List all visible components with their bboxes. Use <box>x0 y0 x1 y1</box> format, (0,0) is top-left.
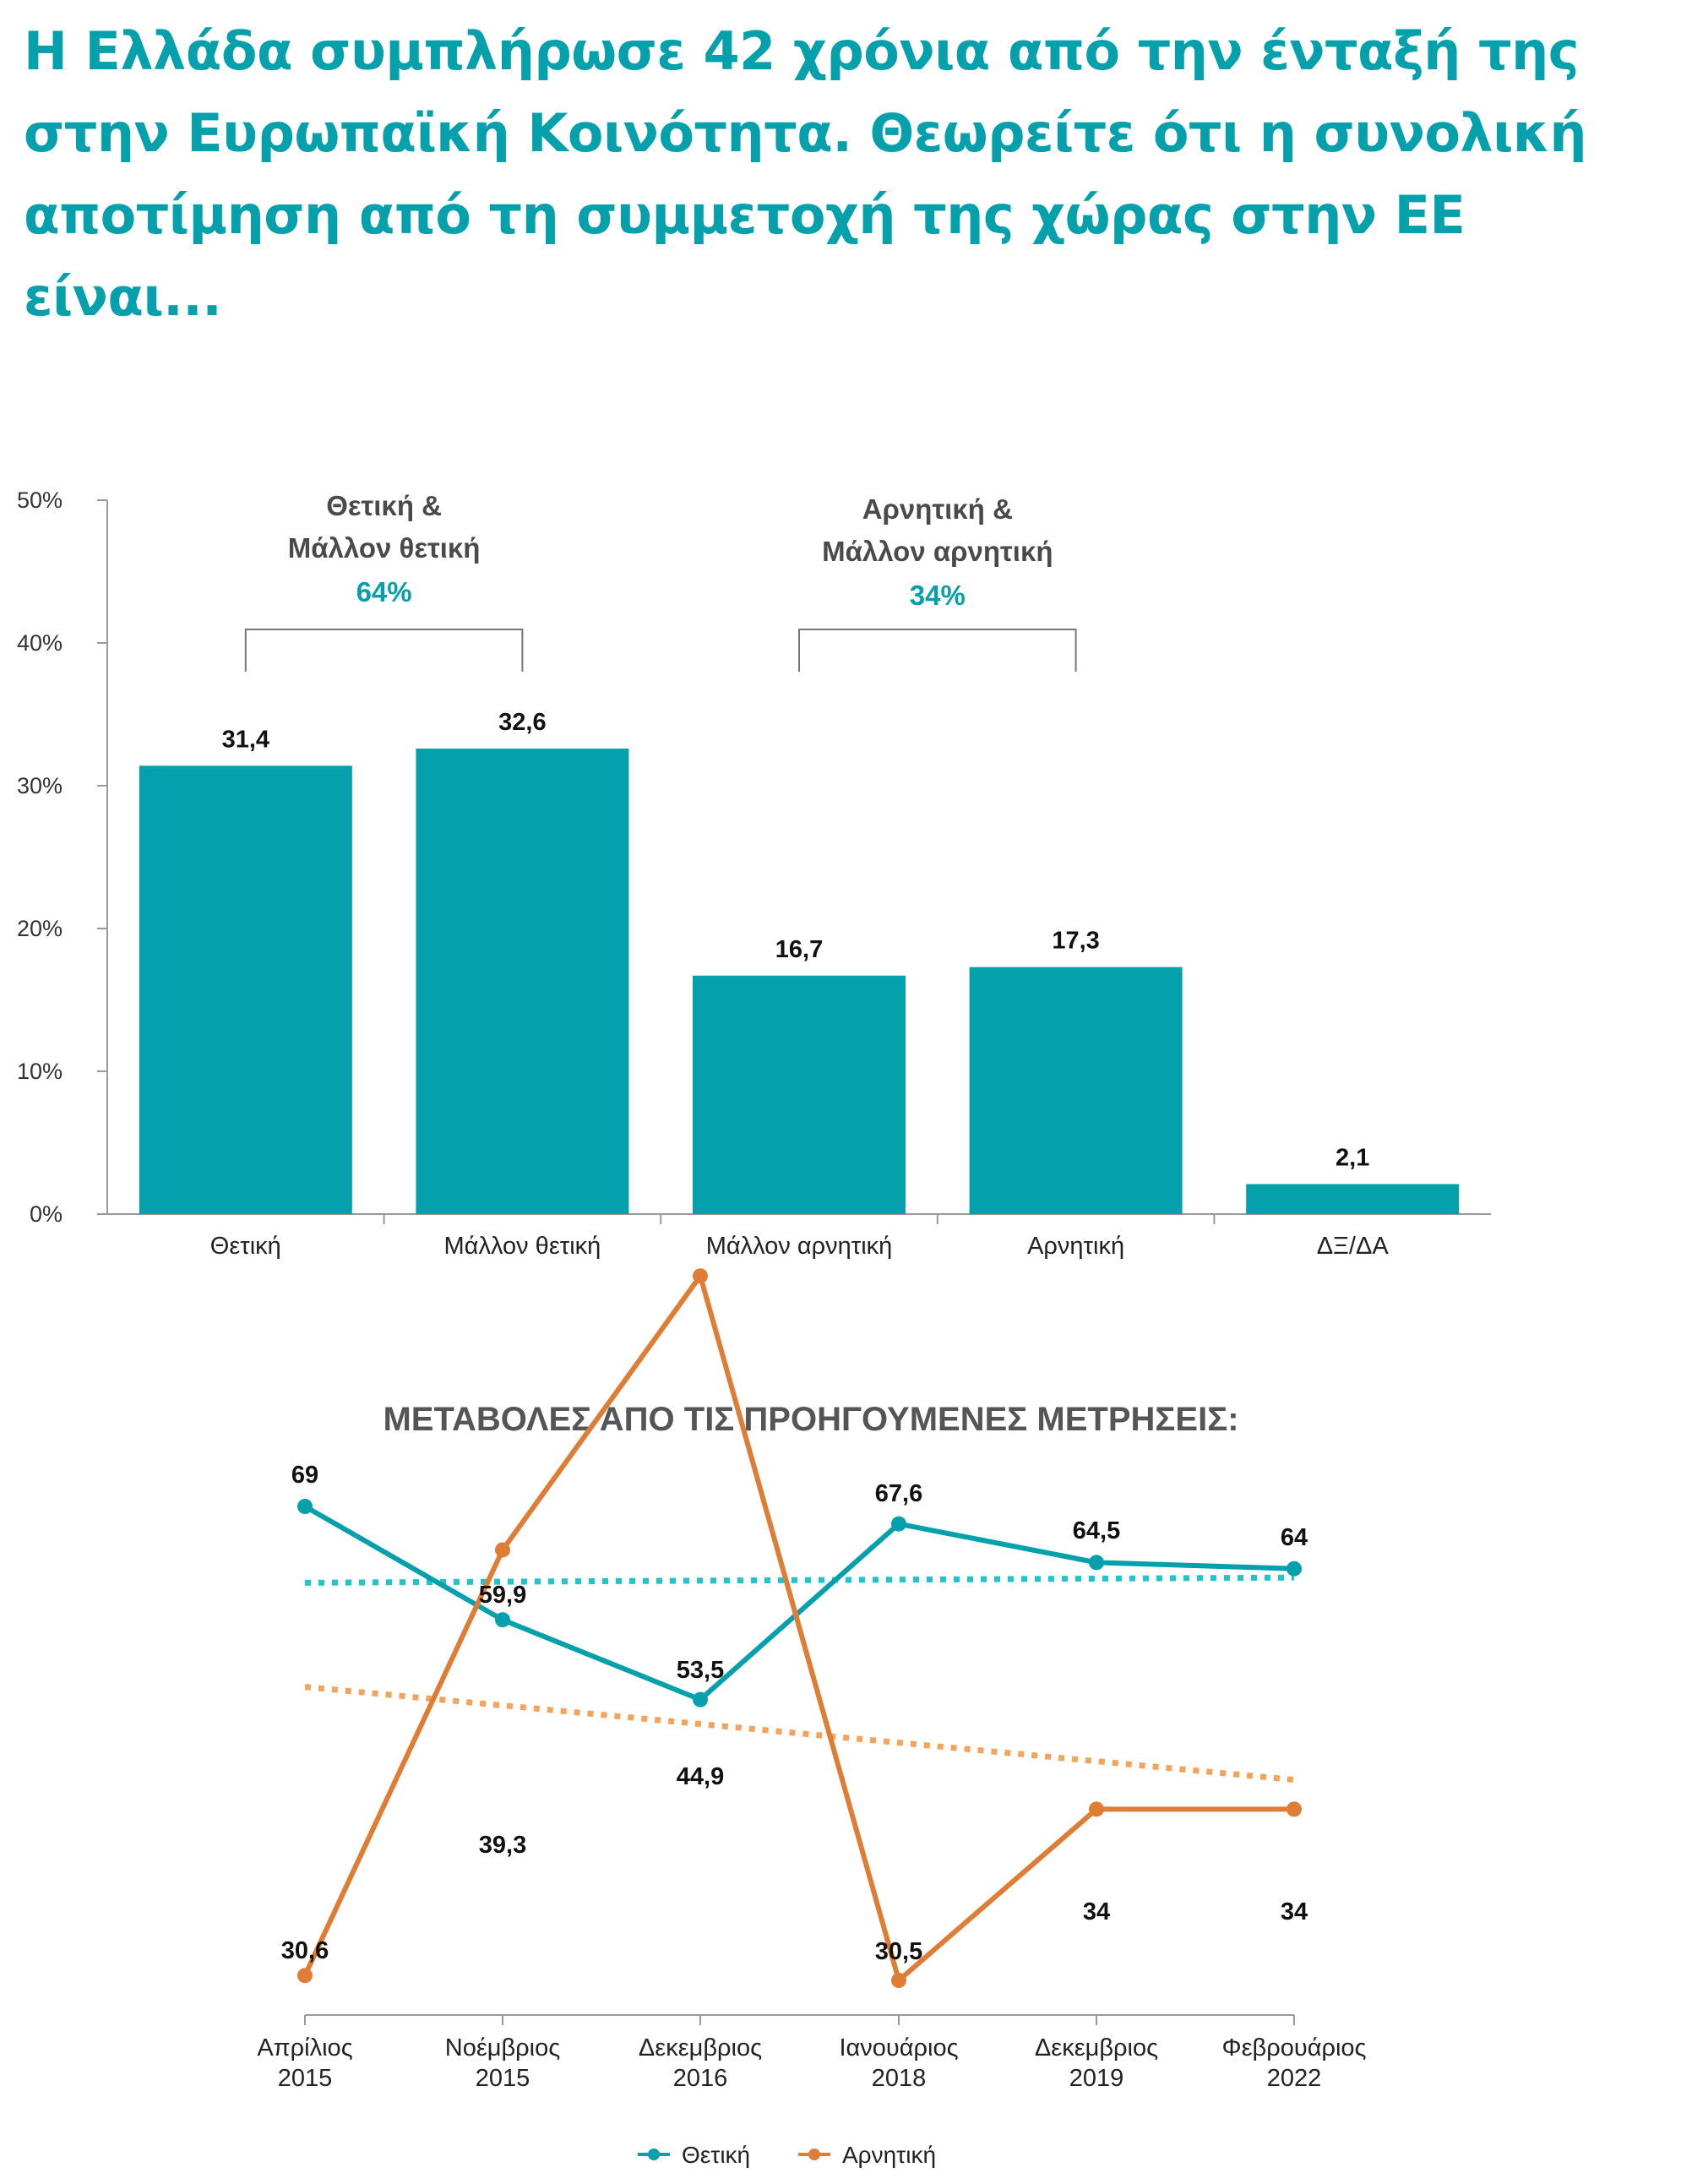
series-line-positive <box>303 1504 1295 1702</box>
data-label-positive: 64,5 <box>1073 1517 1120 1544</box>
bar-1 <box>139 765 352 1214</box>
data-point-positive <box>495 1612 510 1628</box>
bar-value-label: 32,6 <box>498 709 546 736</box>
trendline-positive <box>304 1574 1295 1586</box>
page-title: Η Ελλάδα συμπλήρωσε 42 χρόνια από την έν… <box>24 20 1587 328</box>
data-point-negative <box>1089 1801 1104 1817</box>
data-label-positive: 69 <box>291 1462 318 1489</box>
line-x-label-year: 2019 <box>1069 2065 1124 2092</box>
bracket <box>244 629 524 672</box>
legend-marker-negative <box>808 2149 820 2160</box>
line-x-label-year: 2015 <box>278 2065 333 2092</box>
data-point-negative <box>1287 1801 1302 1817</box>
legend-label: Αρνητική <box>842 2142 936 2168</box>
bar-4 <box>969 967 1183 1214</box>
bracket-label: Αρνητική & <box>862 493 1013 525</box>
bar-category-label: Μάλλον θετική <box>444 1233 601 1260</box>
bracket-label: Θετική & <box>326 490 442 521</box>
bracket-total: 34% <box>910 580 966 611</box>
data-label-negative: 39,3 <box>479 1832 526 1859</box>
line-x-label-month: Ιανουάριος <box>839 2034 958 2061</box>
bar-y-tick-label: 0% <box>30 1201 63 1227</box>
bar-2 <box>416 749 629 1214</box>
line-x-label-year: 2022 <box>1267 2065 1322 2092</box>
data-point-negative <box>891 1973 906 1988</box>
bar-value-label: 16,7 <box>775 936 823 963</box>
bar-category-label: Μάλλον αρνητική <box>706 1233 893 1260</box>
data-label-negative: 30,6 <box>281 1937 329 1964</box>
bar-3 <box>693 975 906 1214</box>
data-point-positive <box>1287 1560 1302 1577</box>
data-point-positive <box>1089 1555 1104 1571</box>
line-chart-title: ΜΕΤΑΒΟΛΕΣ ΑΠΟ ΤΙΣ ΠΡΟΗΓΟΥΜΕΝΕΣ ΜΕΤΡΗΣΕΙΣ… <box>383 1401 1238 1438</box>
data-point-positive <box>891 1516 906 1532</box>
data-label-positive: 59,9 <box>479 1582 526 1609</box>
bar-y-tick-label: 40% <box>17 630 63 656</box>
series-line-negative <box>302 1273 1294 1983</box>
line-x-label-year: 2016 <box>673 2065 728 2092</box>
bar-value-label: 2,1 <box>1336 1145 1369 1172</box>
bar-y-tick-label: 10% <box>17 1059 63 1084</box>
data-point-negative <box>693 1268 708 1284</box>
data-point-positive <box>693 1691 708 1707</box>
bar-5 <box>1246 1184 1460 1214</box>
line-x-label-month: Δεκεμβριος <box>639 2034 762 2061</box>
bracket-total: 64% <box>356 576 412 607</box>
legend-label: Θετική <box>682 2142 750 2168</box>
data-label-negative: 30,5 <box>875 1938 922 1965</box>
data-point-negative <box>495 1542 510 1558</box>
bar-category-label: Θετική <box>210 1233 281 1260</box>
line-x-label-month: Απρίλιος <box>257 2034 352 2061</box>
bar-category-label: ΔΞ/ΔΑ <box>1317 1233 1390 1260</box>
line-x-label-month: Δεκεμβριος <box>1035 2034 1158 2061</box>
line-x-label-year: 2018 <box>872 2065 927 2092</box>
bracket-label: Μάλλον αρνητική <box>822 536 1053 567</box>
data-point-positive <box>297 1499 313 1514</box>
data-point-negative <box>297 1968 313 1984</box>
bar-y-tick-label: 20% <box>17 916 63 941</box>
data-label-negative: 34 <box>1083 1898 1110 1925</box>
bar-category-label: Αρνητική <box>1027 1233 1124 1260</box>
bracket-label: Μάλλον θετική <box>288 532 481 564</box>
line-x-label-month: Φεβρουάριος <box>1221 2034 1366 2061</box>
data-label-positive: 53,5 <box>677 1657 724 1684</box>
data-label-positive: 67,6 <box>875 1480 922 1507</box>
bar-y-tick-label: 30% <box>17 773 63 798</box>
bar-y-tick-label: 50% <box>17 487 63 513</box>
bar-value-label: 17,3 <box>1052 928 1099 955</box>
line-x-label-month: Νοέμβριος <box>445 2034 560 2061</box>
trendline-negative <box>304 1684 1295 1784</box>
data-label-negative: 44,9 <box>677 1763 724 1790</box>
legend-marker-positive <box>648 2149 660 2160</box>
line-x-label-year: 2015 <box>476 2065 530 2092</box>
bar-value-label: 31,4 <box>222 726 269 753</box>
data-label-negative: 34 <box>1281 1898 1308 1925</box>
data-label-positive: 64 <box>1281 1524 1308 1551</box>
bracket <box>798 629 1077 672</box>
